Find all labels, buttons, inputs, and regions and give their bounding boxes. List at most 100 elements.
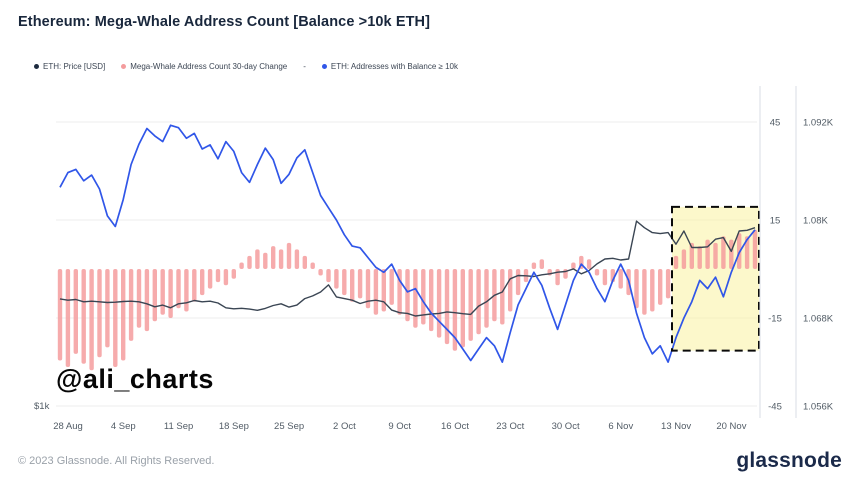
change-bar — [681, 249, 687, 269]
change-bar — [57, 269, 63, 361]
change-bar — [192, 269, 197, 302]
change-bar — [334, 269, 339, 289]
change-bar — [223, 269, 229, 286]
change-bar — [673, 255, 679, 269]
change-bar — [326, 269, 331, 283]
change-tick-label: -15 — [768, 314, 782, 325]
addresses-tick-label: 1.068K — [803, 314, 834, 325]
change-bar — [113, 269, 118, 367]
x-tick-label: 4 Sep — [111, 421, 136, 432]
addresses-line — [59, 124, 756, 363]
change-bar — [271, 246, 276, 269]
right-axis-change: 45 15 -15 -45 — [768, 118, 782, 413]
legend-item[interactable]: Mega-Whale Address Count 30-day Change — [121, 62, 287, 71]
change-bar — [405, 269, 410, 322]
x-tick-label: 9 Oct — [388, 421, 411, 432]
change-bar — [421, 269, 426, 325]
watermark: @ali_charts — [56, 364, 214, 394]
price-tick-label: $1k — [34, 401, 50, 412]
change-bar — [207, 269, 213, 289]
page-title: Ethereum: Mega-Whale Address Count [Bala… — [18, 14, 431, 30]
x-tick-label: 23 Oct — [496, 421, 524, 432]
x-tick-label: 20 Nov — [716, 421, 746, 432]
change-bar — [97, 269, 102, 358]
addresses-tick-label: 1.08K — [803, 216, 828, 227]
x-tick-label: 25 Sep — [274, 421, 304, 432]
change-bar — [500, 269, 505, 325]
change-bar — [594, 269, 600, 276]
change-bar — [737, 233, 742, 269]
change-tick-label: 15 — [770, 216, 781, 227]
change-bar — [168, 269, 173, 318]
change-bar — [278, 249, 284, 269]
change-bar — [429, 269, 434, 332]
change-bar — [476, 269, 481, 335]
x-tick-label: 6 Nov — [608, 421, 633, 432]
change-bar — [302, 255, 307, 269]
legend-item[interactable]: ETH: Price [USD] — [34, 62, 105, 71]
legend-label: Mega-Whale Address Count 30-day Change — [130, 62, 288, 71]
change-bar — [128, 269, 134, 341]
change-bar — [508, 269, 513, 312]
change-tick-label: 45 — [770, 118, 781, 129]
legend-item[interactable]: ETH: Addresses with Balance ≥ 10k — [321, 62, 459, 71]
change-bar — [65, 269, 71, 367]
change-bar — [721, 236, 726, 269]
change-bar — [144, 269, 150, 332]
x-tick-label: 18 Sep — [219, 421, 249, 432]
change-tick-label: -45 — [768, 402, 782, 413]
legend-dot-icon — [34, 64, 39, 69]
change-bar — [642, 269, 647, 315]
change-bar — [436, 269, 442, 338]
change-bar — [357, 269, 363, 299]
change-bar — [531, 262, 537, 269]
change-bar — [689, 242, 694, 269]
change-bar — [350, 269, 355, 302]
change-bar — [452, 269, 458, 351]
change-bar — [602, 269, 608, 286]
x-tick-label: 2 Oct — [333, 421, 356, 432]
chart-legend: ETH: Price [USD] Mega-Whale Address Count… — [34, 62, 458, 71]
change-bar — [176, 269, 181, 309]
change-bar — [697, 246, 702, 269]
change-bar — [729, 239, 734, 269]
change-bar — [152, 269, 157, 322]
legend-label: ETH: Addresses with Balance ≥ 10k — [330, 62, 459, 71]
highlight-box — [671, 205, 760, 352]
change-bar — [200, 269, 205, 296]
change-bar — [460, 269, 465, 348]
footer: © 2023 Glassnode. All Rights Reserved. g… — [0, 438, 860, 484]
change-bar — [484, 269, 489, 328]
change-bar — [744, 236, 750, 269]
glassnode-logo: glassnode — [736, 449, 842, 472]
change-bar — [184, 269, 189, 312]
change-bar — [389, 269, 394, 305]
legend-separator: - — [303, 62, 306, 71]
x-tick-label: 28 Aug — [53, 421, 83, 432]
change-bar — [705, 239, 710, 269]
x-tick-label: 16 Oct — [441, 421, 469, 432]
change-bar — [160, 269, 165, 315]
change-bar — [713, 242, 718, 269]
change-bar — [468, 269, 473, 341]
x-tick-label: 11 Sep — [164, 421, 193, 432]
change-bar — [586, 259, 592, 269]
right-axis-addresses: 1.092K 1.08K 1.068K 1.056K — [803, 118, 834, 413]
change-bar — [255, 249, 260, 269]
copyright-text: © 2023 Glassnode. All Rights Reserved. — [18, 455, 215, 467]
change-bar — [247, 255, 252, 269]
x-tick-label: 13 Nov — [661, 421, 691, 432]
change-bar — [239, 262, 244, 269]
change-bar — [634, 269, 639, 309]
change-bar — [381, 269, 386, 312]
legend-dot-icon — [321, 64, 327, 69]
change-bar — [515, 269, 521, 296]
change-bar — [231, 269, 236, 279]
change-bar — [105, 269, 110, 348]
change-bar — [121, 269, 126, 361]
change-bar — [665, 269, 671, 299]
change-bar — [310, 262, 315, 269]
change-bar — [658, 269, 663, 305]
change-bar — [571, 262, 576, 269]
